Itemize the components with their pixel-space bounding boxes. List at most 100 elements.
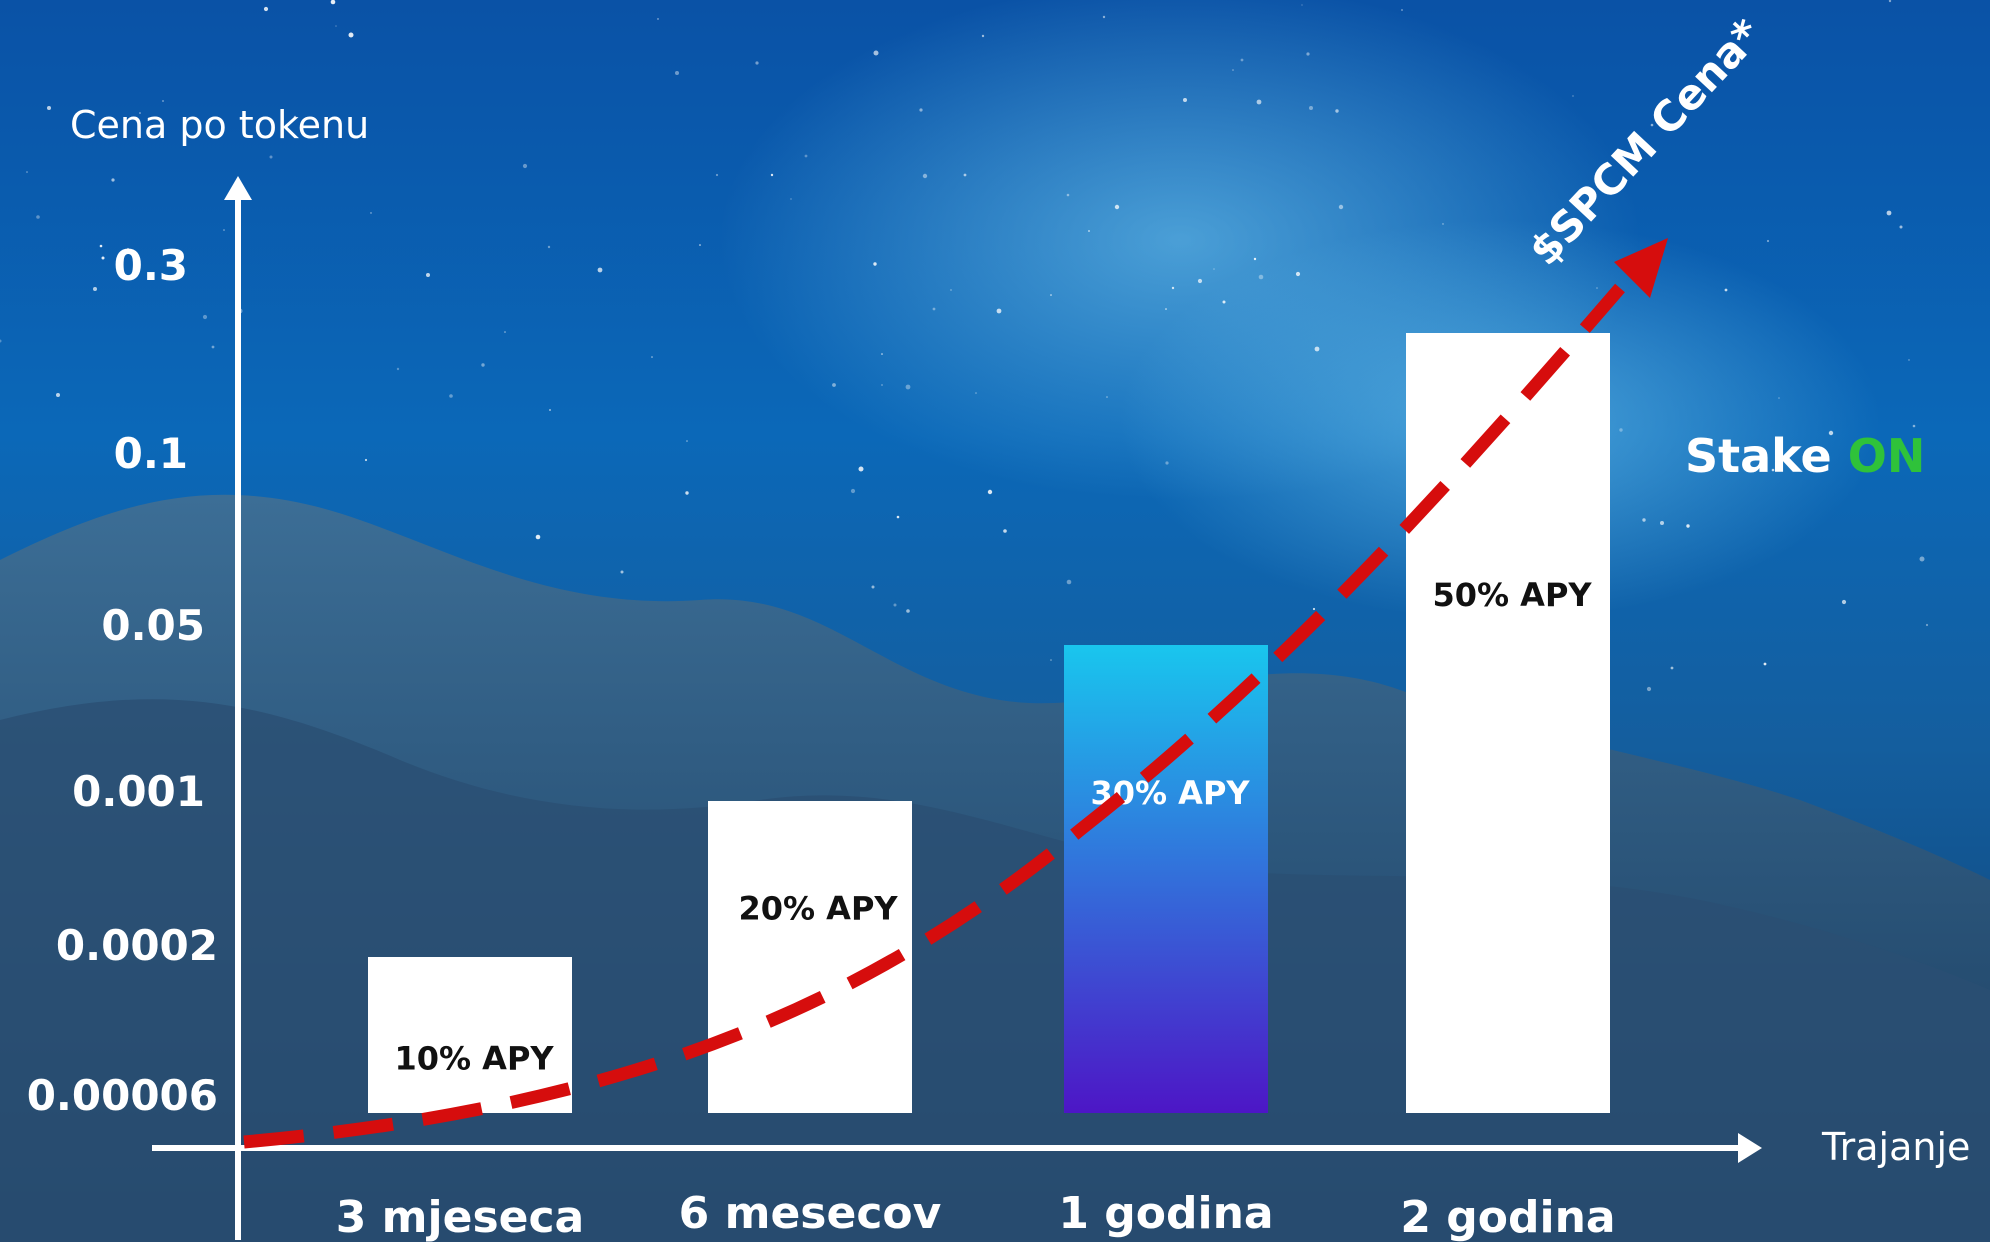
star-dot xyxy=(26,171,28,173)
star-dot xyxy=(1442,223,1444,225)
star-dot xyxy=(1240,58,1244,62)
star-dot xyxy=(1106,396,1108,398)
star-dot xyxy=(211,345,215,349)
star-dot xyxy=(269,155,273,159)
star-dot xyxy=(685,491,689,495)
price-trend-line xyxy=(243,283,1625,1149)
star-dot xyxy=(1888,0,1892,3)
y-tick-label: 0.05 xyxy=(101,601,205,650)
star-dot xyxy=(1295,271,1301,277)
star-dot xyxy=(1066,193,1070,197)
star-dot xyxy=(858,466,864,472)
star-dot xyxy=(1828,430,1834,436)
star-dot xyxy=(755,61,759,65)
star-dot xyxy=(873,50,879,56)
bar-2-godina xyxy=(1406,333,1610,1113)
star-dot xyxy=(850,488,856,494)
star-dot xyxy=(1646,686,1652,692)
star-dot xyxy=(881,384,883,386)
x-axis-label: Trajanje xyxy=(1821,1125,1970,1169)
star-dot xyxy=(1670,666,1674,670)
star-dot xyxy=(549,409,551,411)
star-dot xyxy=(1619,428,1623,432)
star-dot xyxy=(1763,662,1767,666)
bar-3-mjeseca xyxy=(368,957,572,1113)
star-dot xyxy=(905,384,911,390)
star-dot xyxy=(1596,287,1598,289)
star-dot xyxy=(0,339,2,343)
star-dot xyxy=(873,262,877,266)
star-dot xyxy=(790,198,792,200)
y-tick-label: 0.0002 xyxy=(56,921,218,970)
star-dot xyxy=(896,515,900,519)
star-dot xyxy=(1050,659,1052,661)
y-tick-label: 0.001 xyxy=(72,767,205,816)
star-dot xyxy=(223,229,225,231)
star-dot xyxy=(906,609,910,613)
star-dot xyxy=(202,314,208,320)
bar-group xyxy=(368,333,1610,1113)
star-dot xyxy=(426,273,430,277)
bar-data-label: 10% APY xyxy=(394,1039,554,1077)
star-dot xyxy=(715,173,719,177)
star-dot xyxy=(1165,308,1167,310)
star-dot xyxy=(1919,556,1925,562)
star-dot xyxy=(987,489,993,495)
star-dot xyxy=(804,154,808,158)
star-dot xyxy=(981,34,985,38)
stake-badge-prefix: Stake xyxy=(1685,429,1832,483)
bar-data-label: 20% APY xyxy=(738,890,898,928)
star-dot xyxy=(1183,98,1187,102)
star-dot xyxy=(139,112,141,114)
star-dot xyxy=(620,570,624,574)
star-dot xyxy=(47,106,51,110)
star-dot xyxy=(162,100,164,102)
star-dot xyxy=(449,394,453,398)
star-dot xyxy=(396,367,400,371)
star-dot xyxy=(504,331,506,333)
x-axis-arrow xyxy=(1738,1133,1762,1163)
star-dot xyxy=(1050,294,1052,296)
star-dot xyxy=(975,392,977,394)
star-dot xyxy=(963,173,967,177)
star-dot xyxy=(699,244,701,246)
star-dot xyxy=(922,173,928,179)
star-dot xyxy=(1660,521,1664,525)
bar-1-godina xyxy=(1064,645,1268,1113)
y-tick-label: 0.00006 xyxy=(27,1071,218,1120)
star-dot xyxy=(1650,123,1654,127)
star-dot xyxy=(330,0,336,5)
star-dot xyxy=(1253,257,1257,261)
star-dot xyxy=(364,458,368,462)
star-dot xyxy=(996,308,1002,314)
star-dot xyxy=(1301,4,1303,6)
star-dot xyxy=(1335,109,1339,113)
star-dot xyxy=(657,18,659,20)
star-dot xyxy=(1766,239,1770,243)
star-dot xyxy=(1213,268,1215,270)
category-label: 3 mjeseca xyxy=(336,1192,585,1242)
star-dot xyxy=(950,289,952,291)
star-dot xyxy=(597,267,603,273)
star-dot xyxy=(535,534,541,540)
y-axis-label: Cena po tokenu xyxy=(70,103,369,147)
y-tick-label: 0.1 xyxy=(114,429,188,478)
star-dot xyxy=(1572,95,1574,97)
y-tick-label: 0.3 xyxy=(114,241,188,290)
star-dot xyxy=(1686,524,1690,528)
y-axis-arrow xyxy=(224,176,252,200)
star-dot xyxy=(522,163,528,169)
star-dot xyxy=(1899,225,1903,229)
star-dot xyxy=(1114,204,1120,210)
stake-badge: Stake ON xyxy=(1685,429,1925,483)
star-dot xyxy=(1232,69,1234,71)
star-dot xyxy=(126,247,130,251)
star-dot xyxy=(651,356,653,358)
star-dot xyxy=(1841,599,1847,605)
star-dot xyxy=(1165,461,1169,465)
star-dot xyxy=(348,32,354,38)
star-dot xyxy=(1258,274,1264,280)
star-dot xyxy=(1771,468,1775,472)
